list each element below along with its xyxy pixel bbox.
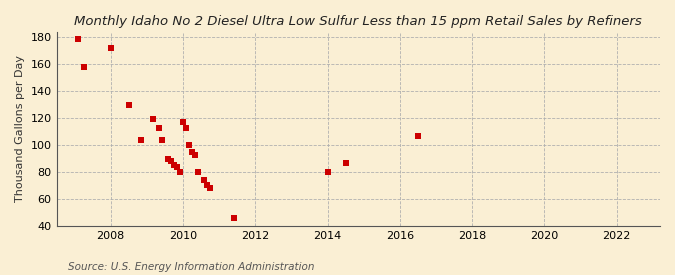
Point [78, 65, 89, 69]
Point [340, 160, 351, 165]
Point [193, 170, 204, 174]
Point [205, 186, 215, 190]
Point [171, 164, 182, 169]
Point [198, 178, 209, 182]
Point [105, 46, 116, 50]
Point [412, 133, 423, 138]
Point [190, 152, 200, 157]
Y-axis label: Thousand Gallons per Day: Thousand Gallons per Day [15, 56, 25, 202]
Text: Source: U.S. Energy Information Administration: Source: U.S. Energy Information Administ… [68, 262, 314, 272]
Point [165, 159, 176, 163]
Point [178, 120, 188, 124]
Point [169, 163, 180, 167]
Point [72, 37, 83, 41]
Title: Monthly Idaho No 2 Diesel Ultra Low Sulfur Less than 15 ppm Retail Sales by Refi: Monthly Idaho No 2 Diesel Ultra Low Sulf… [74, 15, 642, 28]
Point [148, 117, 159, 122]
Point [175, 170, 186, 174]
Point [187, 150, 198, 154]
Point [180, 125, 191, 130]
Point [202, 183, 213, 188]
Point [153, 125, 164, 130]
Point [135, 138, 146, 142]
Point [163, 156, 173, 161]
Point [157, 138, 167, 142]
Point [184, 143, 194, 147]
Point [322, 170, 333, 174]
Point [124, 103, 134, 107]
Point [229, 216, 240, 220]
